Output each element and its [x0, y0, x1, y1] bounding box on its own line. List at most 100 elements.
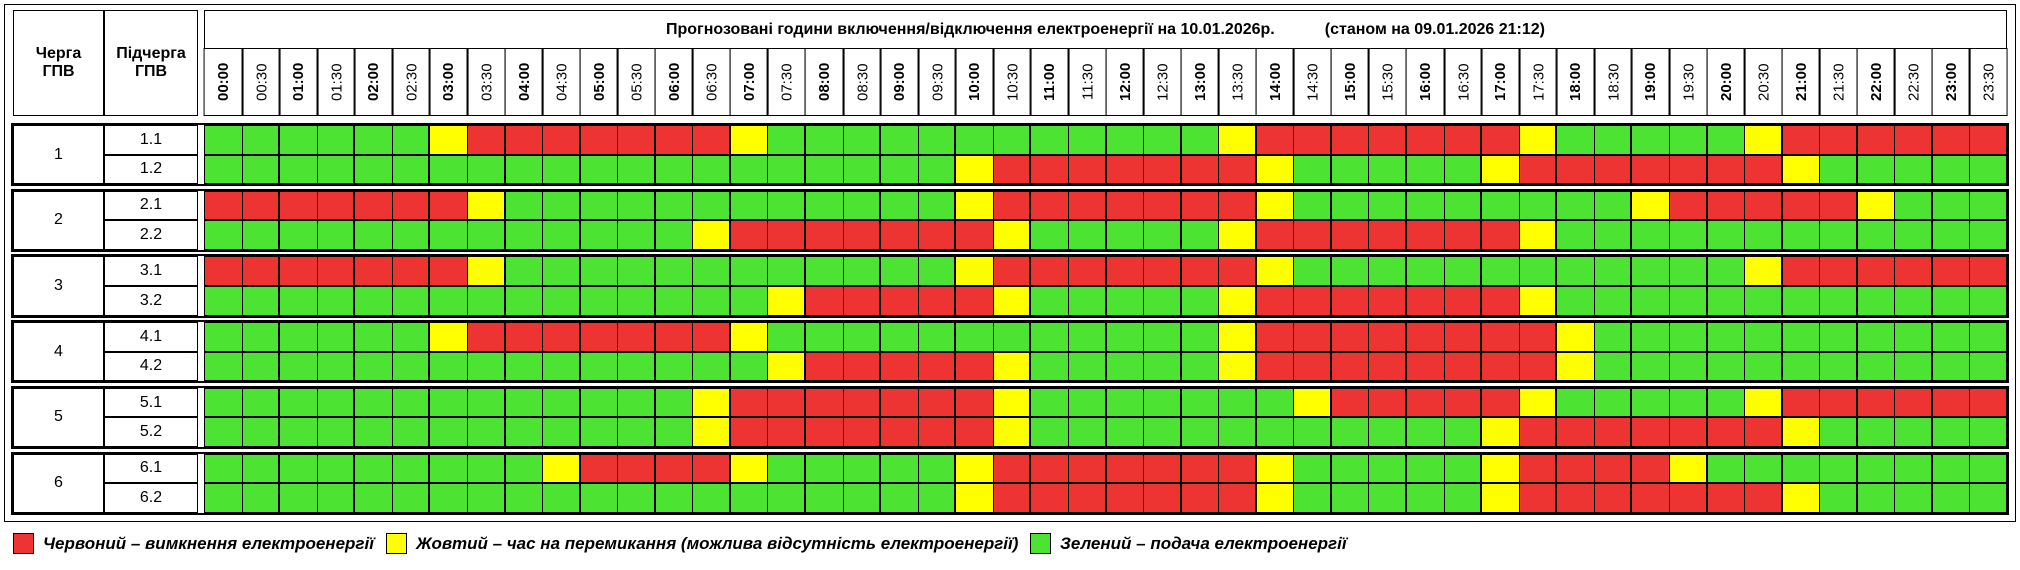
slot-cell [316, 125, 356, 155]
time-label: 09:00 [880, 48, 919, 116]
slot-cell [204, 190, 243, 221]
slot-cell [1406, 387, 1445, 418]
slot-cell [1368, 483, 1407, 513]
slot-cell [692, 190, 731, 221]
slot-cell [1894, 220, 1933, 250]
time-label: 05:30 [617, 48, 656, 116]
slot-cell [504, 351, 544, 382]
slot-cell [241, 417, 281, 447]
slot-cell [204, 453, 243, 484]
subgroup-label: 5.2 [104, 417, 198, 447]
slot-cell [842, 351, 882, 382]
slot-cell [654, 256, 694, 286]
slot-cell [1668, 387, 1708, 418]
subgroup-label: 1.2 [104, 154, 198, 185]
slot-cell [1593, 220, 1633, 250]
slot-cell [1143, 220, 1182, 250]
slot-cell [1406, 190, 1445, 221]
slot-cell [617, 417, 656, 447]
slot-cell [880, 351, 919, 382]
subgroup-label: 4.2 [104, 351, 198, 382]
slot-cell [1105, 154, 1145, 185]
slot-cell [354, 387, 393, 418]
slot-cell [204, 286, 243, 316]
group-frame [11, 254, 2009, 318]
group-label: 3 [13, 256, 104, 316]
slot-cell [1556, 351, 1595, 382]
slot-cell [1255, 453, 1295, 484]
slot-cell [1481, 190, 1520, 221]
slot-cell [542, 322, 581, 352]
slot-cell [1330, 154, 1370, 185]
slot-cell [1406, 453, 1445, 484]
slot-cell [805, 351, 844, 382]
slot-cell [955, 387, 994, 418]
slot-cell [1443, 322, 1483, 352]
slot-cell [1067, 387, 1107, 418]
slot-cell [955, 483, 994, 513]
slot-cell [1556, 256, 1595, 286]
time-label: 06:00 [654, 48, 694, 116]
slot-cell [1856, 125, 1896, 155]
slot-cell [1067, 286, 1107, 316]
slot-cell [1218, 322, 1257, 352]
slot-cell [1406, 256, 1445, 286]
slot-cell [1856, 483, 1896, 513]
slot-cell [542, 154, 581, 185]
slot-cell [279, 351, 318, 382]
slot-cell [354, 417, 393, 447]
time-label: 12:30 [1143, 48, 1182, 116]
slot-cell [1030, 286, 1069, 316]
time-label: 08:00 [805, 48, 844, 116]
slot-cell [654, 154, 694, 185]
time-label: 19:30 [1668, 48, 1708, 116]
slot-cell [1819, 154, 1858, 185]
slot-cell [1030, 453, 1069, 484]
slot-cell [504, 190, 544, 221]
slot-cell [1030, 387, 1069, 418]
slot-cell [1293, 453, 1332, 484]
legend-label: Жовтий – час на перемикання (можлива від… [416, 533, 1019, 553]
slot-cell [955, 351, 994, 382]
slot-cell [316, 351, 356, 382]
time-label: 16:30 [1443, 48, 1483, 116]
slot-cell [1518, 387, 1558, 418]
slot-cell [1030, 190, 1069, 221]
slot-cell [1706, 125, 1746, 155]
time-label: 23:00 [1931, 48, 1971, 116]
slot-cell [279, 154, 318, 185]
slot-cell [617, 220, 656, 250]
slot-cell [692, 256, 731, 286]
slot-cell [1969, 190, 2008, 221]
time-label: 15:00 [1330, 48, 1370, 116]
slot-cell [579, 387, 619, 418]
time-label: 18:00 [1556, 48, 1595, 116]
slot-cell [1856, 417, 1896, 447]
time-label: 17:00 [1481, 48, 1520, 116]
slot-cell [466, 322, 506, 352]
slot-cell [1556, 286, 1595, 316]
slot-cell [955, 154, 994, 185]
slot-cell [729, 417, 769, 447]
slot-cell [1781, 322, 1821, 352]
slot-cell [1030, 483, 1069, 513]
slot-cell [504, 387, 544, 418]
slot-cell [1180, 286, 1220, 316]
slot-cell [805, 190, 844, 221]
time-label: 00:30 [241, 48, 281, 116]
slot-cell [1931, 483, 1971, 513]
slot-cell [729, 256, 769, 286]
slot-cell [1406, 286, 1445, 316]
slot-cell [955, 220, 994, 250]
slot-cell [1706, 154, 1746, 185]
slot-cell [1781, 417, 1821, 447]
slot-cell [880, 417, 919, 447]
slot-cell [504, 154, 544, 185]
header-line: ГПВ [42, 63, 75, 80]
slot-cell [1105, 220, 1145, 250]
slot-cell [579, 154, 619, 185]
slot-cell [1631, 417, 1670, 447]
group-label: 5 [13, 387, 104, 447]
slot-cell [1781, 256, 1821, 286]
slot-cell [1030, 417, 1069, 447]
